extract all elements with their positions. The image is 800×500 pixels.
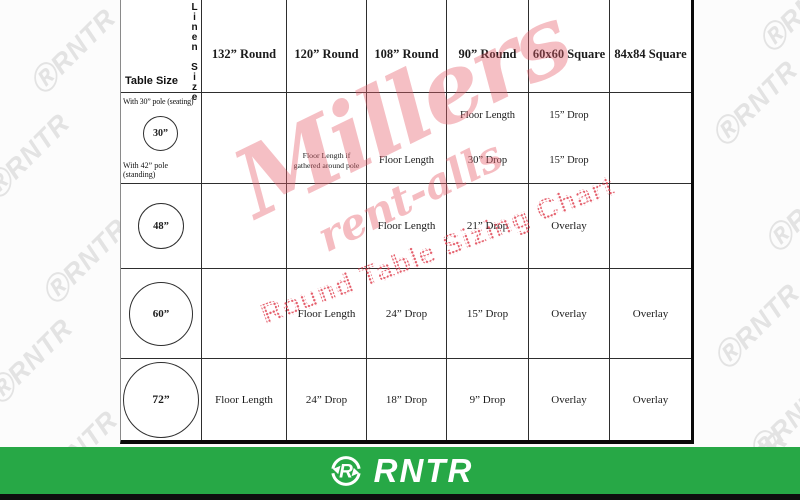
cell-30-108-standing: Floor Length: [378, 155, 435, 166]
cell-30-84x84: [609, 93, 691, 183]
cell-30-120: Floor Length if gathered around pole: [286, 93, 366, 183]
cell-60-132: [201, 269, 286, 358]
table-size-60-label: 60”: [152, 307, 170, 320]
cell-72-60x60: Overlay: [528, 359, 609, 440]
cell-30-60x60-seating: 15” Drop: [549, 110, 589, 121]
bottom-black-strip: [0, 494, 800, 500]
cell-60-108: 24” Drop: [366, 269, 446, 358]
cell-30-60x60-standing: 15” Drop: [549, 155, 589, 166]
cell-30-84x84-standing: [610, 138, 691, 183]
column-header-60x60-square: 60x60 Square: [528, 0, 609, 92]
pole-note-standing: With 42” pole (standing): [123, 160, 168, 180]
size-cell-60: 60”: [121, 269, 201, 358]
cell-72-108: 18” Drop: [366, 359, 446, 440]
cell-72-120: 24” Drop: [286, 359, 366, 440]
column-header-108-round: 108” Round: [366, 0, 446, 92]
cell-30-60x60: 15” Drop 15” Drop: [528, 93, 609, 183]
cell-30-120-seating: [287, 93, 366, 138]
table-size-48-label: 48”: [153, 220, 169, 232]
svg-text:R: R: [339, 461, 353, 482]
rntr-watermark-tile: ⓇRNTR: [708, 277, 800, 375]
cell-30-108: Floor Length: [366, 93, 446, 183]
cell-30-108-seating: [367, 93, 446, 138]
cell-60-90: 15” Drop: [446, 269, 528, 358]
size-cell-48: 48”: [121, 184, 201, 268]
cell-48-108: Floor Length: [366, 184, 446, 268]
cell-48-84x84: [609, 184, 691, 268]
header-row: Linen Size Table Size 132” Round 120” Ro…: [121, 0, 691, 102]
table-row-48: 48” Floor Length 21” Drop Overlay: [121, 183, 691, 268]
rntr-watermark-tile: ⓇRNTR: [0, 107, 76, 205]
recycle-r-icon: R: [331, 455, 361, 486]
column-header-90-round: 90” Round: [446, 0, 528, 92]
cell-60-84x84: Overlay: [609, 269, 691, 358]
column-header-84x84-square: 84x84 Square: [609, 0, 691, 92]
pole-note-seating: With 30” pole (seating): [123, 97, 194, 106]
cell-72-84x84: Overlay: [609, 359, 691, 440]
cell-72-90: 9” Drop: [446, 359, 528, 440]
cell-30-90-seating: Floor Length: [459, 110, 516, 121]
cell-30-90: Floor Length 30” Drop: [446, 93, 528, 183]
cell-60-120: Floor Length: [286, 269, 366, 358]
cell-30-90-standing: 30” Drop: [467, 155, 508, 166]
cell-60-60x60: Overlay: [528, 269, 609, 358]
cell-48-132: [201, 184, 286, 268]
footer-brand-bar: R RNTR: [0, 447, 800, 494]
cell-30-132: [201, 93, 286, 183]
table-row-30: With 30” pole (seating) 30” With 42” pol…: [121, 92, 691, 183]
table-size-label: Table Size: [125, 75, 178, 87]
rntr-watermark-tile: ⓇRNTR: [759, 160, 800, 258]
sizing-chart-table: Linen Size Table Size 132” Round 120” Ro…: [120, 0, 694, 444]
cell-48-120: [286, 184, 366, 268]
table-row-60: 60” Floor Length 24” Drop 15” Drop Overl…: [121, 268, 691, 358]
cell-30-84x84-seating: [610, 93, 691, 138]
table-circle-60: 60”: [129, 281, 193, 346]
cell-72-132: Floor Length: [201, 359, 286, 440]
cell-30-120-standing: Floor Length if gathered around pole: [293, 150, 360, 170]
corner-cell: Linen Size Table Size: [121, 0, 201, 102]
table-size-30-label: 30”: [153, 128, 168, 140]
table-circle-48: 48”: [138, 203, 184, 249]
size-cell-30: With 30” pole (seating) 30” With 42” pol…: [121, 93, 201, 183]
footer-brand-text: RNTR: [373, 451, 474, 489]
linen-size-label: Linen Size: [189, 2, 200, 102]
cell-30-132-seating: [202, 93, 286, 138]
rntr-watermark-tile: ⓇRNTR: [0, 312, 79, 410]
table-circle-72: 72”: [123, 361, 199, 438]
cell-30-132-standing: [202, 138, 286, 183]
rntr-watermark-tile: ⓇRNTR: [706, 54, 800, 152]
cell-48-90: 21” Drop: [446, 184, 528, 268]
column-header-120-round: 120” Round: [286, 0, 366, 92]
column-header-132-round: 132” Round: [201, 0, 286, 92]
rntr-watermark-tile: ⓇRNTR: [753, 0, 800, 58]
table-row-72: 72” Floor Length 24” Drop 18” Drop 9” Dr…: [121, 358, 691, 440]
size-cell-72: 72”: [121, 359, 201, 440]
cell-48-60x60: Overlay: [528, 184, 609, 268]
table-circle-30: 30”: [143, 116, 178, 152]
rntr-watermark-tile: ⓇRNTR: [24, 2, 122, 100]
table-size-72-label: 72”: [152, 393, 170, 406]
